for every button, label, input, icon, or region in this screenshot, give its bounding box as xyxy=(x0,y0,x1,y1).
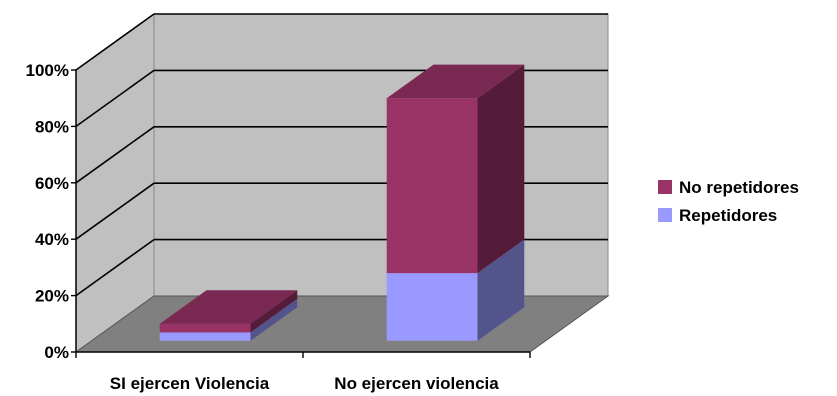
gridlines xyxy=(75,13,608,297)
y-tick-label: 20% xyxy=(35,287,69,306)
bar-top xyxy=(386,64,525,99)
y-tick-label: 0% xyxy=(44,343,69,362)
gridline-side xyxy=(75,182,155,240)
bar-front-repetidores xyxy=(159,332,251,341)
gridline-side xyxy=(75,238,155,297)
bar-top xyxy=(159,290,298,324)
legend-label: No repetidores xyxy=(679,178,799,197)
axes xyxy=(71,69,531,358)
x-category-labels: SI ejercen Violencia No ejercen violencia xyxy=(110,374,499,393)
gridline-side xyxy=(75,69,155,128)
bar-side xyxy=(250,290,298,333)
y-tick-label: 100% xyxy=(26,61,69,80)
bar-front-repetidores xyxy=(386,273,478,341)
y-tick-labels: 0% 20% 40% 60% 80% 100% xyxy=(26,61,69,362)
y-tick-label: 80% xyxy=(35,117,69,136)
back-wall xyxy=(153,13,609,297)
legend: No repetidores Repetidores xyxy=(658,178,799,225)
bar-front-no-repetidores xyxy=(159,323,251,333)
legend-swatch xyxy=(658,208,672,222)
bar-side xyxy=(477,64,525,274)
legend-label: Repetidores xyxy=(679,206,777,225)
floor xyxy=(74,295,610,353)
bars xyxy=(159,64,525,341)
legend-swatch xyxy=(658,180,672,194)
bar-side xyxy=(477,239,525,341)
x-category-label: No ejercen violencia xyxy=(334,374,499,393)
side-wall xyxy=(75,13,155,353)
x-category-label: SI ejercen Violencia xyxy=(110,374,270,393)
y-tick-label: 40% xyxy=(35,230,69,249)
gridline-side xyxy=(75,126,155,184)
bar-side xyxy=(250,298,298,341)
y-tick-label: 60% xyxy=(35,174,69,193)
gridline-side xyxy=(75,13,155,71)
bar-front-no-repetidores xyxy=(386,98,478,274)
